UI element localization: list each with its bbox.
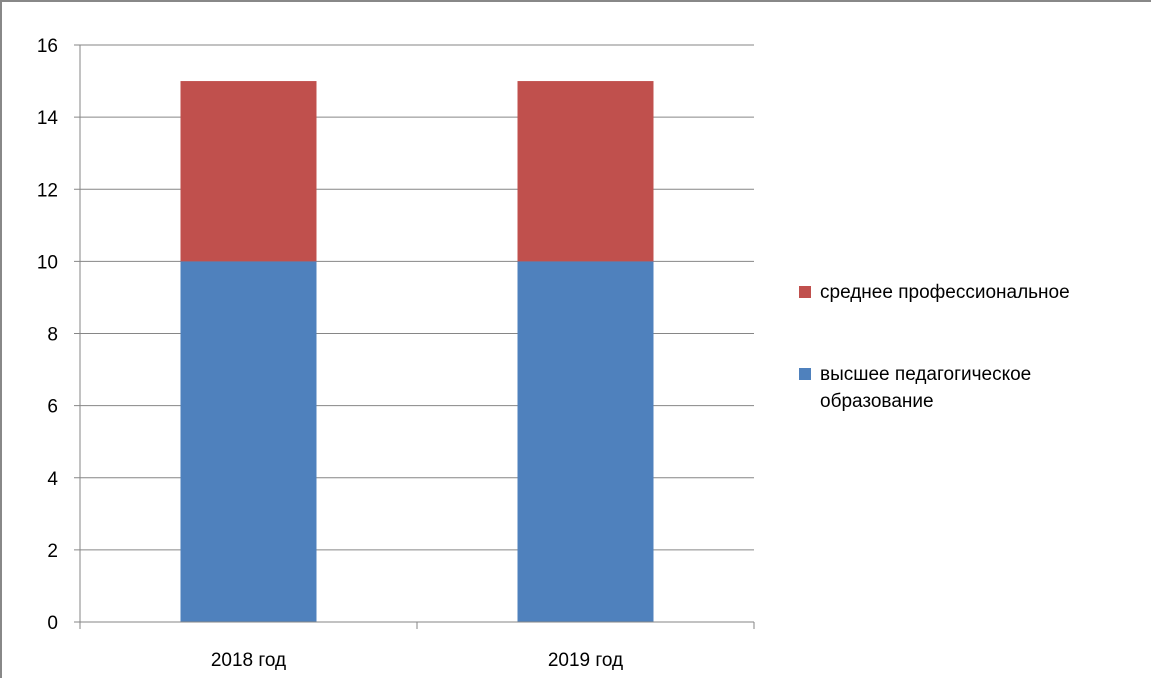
legend: среднее профессиональное высшее педагогич…: [799, 282, 1070, 412]
bar-segment: [180, 261, 317, 622]
y-tick-label: 4: [47, 469, 58, 490]
x-tick-label: 2019 год: [548, 650, 623, 671]
bar-segment: [517, 81, 654, 262]
legend-label-line: высшее педагогическое: [820, 364, 1031, 385]
legend-label: высшее педагогическое образование: [820, 364, 1031, 412]
y-tick-label: 10: [37, 252, 58, 273]
y-tick-label: 6: [47, 397, 58, 418]
y-tick-label: 16: [37, 36, 58, 57]
bars: [180, 81, 654, 622]
y-tick-label: 0: [47, 613, 58, 634]
bar-segment: [180, 81, 317, 262]
legend-label-line: среднее профессиональное: [820, 282, 1070, 303]
y-tick-label: 12: [37, 180, 58, 201]
y-tick-label: 14: [37, 108, 59, 129]
y-tick-label: 2: [47, 541, 58, 562]
legend-label-line: образование: [820, 391, 934, 412]
axes: 0 2 4 6 8 10 12 14 16 2018 год 2019 год: [37, 36, 755, 671]
y-tick-label: 8: [47, 325, 58, 346]
legend-swatch: [799, 368, 811, 380]
legend-label: среднее профессиональное: [820, 282, 1070, 303]
x-tick-label: 2018 год: [211, 650, 286, 671]
legend-swatch: [799, 286, 811, 298]
bar-segment: [517, 261, 654, 622]
